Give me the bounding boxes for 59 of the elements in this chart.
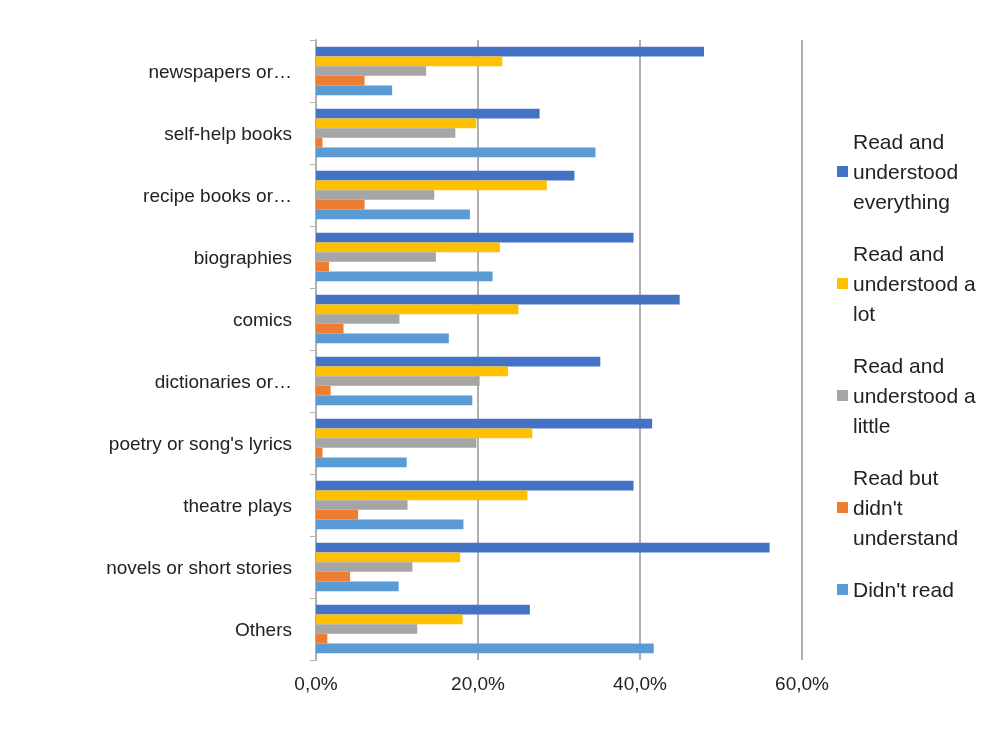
legend-label: Read and understood a lot (853, 242, 982, 325)
bar (316, 614, 463, 625)
bar (316, 46, 704, 57)
bar (316, 118, 477, 129)
bar (316, 209, 470, 220)
bar (316, 232, 634, 243)
y-tick-label: poetry or song's lyrics (108, 432, 292, 454)
x-tick-label: 20,0% (451, 673, 506, 694)
bar (316, 261, 329, 272)
legend-label: Read and understood everything (853, 130, 964, 213)
y-tick-label: newspapers or… (148, 60, 292, 82)
bar (316, 571, 351, 582)
y-tick-label: Others (234, 618, 292, 640)
bar (316, 242, 500, 253)
bar (316, 333, 449, 344)
bar (316, 170, 575, 181)
bar (316, 108, 540, 119)
bar (316, 366, 508, 377)
x-tick-label: 40,0% (613, 673, 668, 694)
bar (316, 304, 519, 315)
bar (316, 519, 464, 530)
bar (316, 294, 680, 305)
bar (316, 385, 331, 396)
bar (316, 418, 653, 429)
legend-label: Didn't read (853, 578, 954, 601)
x-tick-label: 60,0% (775, 673, 830, 694)
bar (316, 428, 533, 439)
y-tick-label: comics (232, 308, 292, 330)
y-tick-label: recipe books or… (143, 184, 292, 206)
bar (316, 75, 365, 86)
bar (316, 56, 503, 67)
bar (316, 395, 473, 406)
bar (316, 323, 344, 334)
bar (316, 457, 407, 468)
bar (316, 633, 328, 644)
bar (316, 552, 461, 563)
bar (316, 643, 654, 654)
bar (316, 147, 596, 158)
bar (316, 490, 528, 501)
bar (316, 199, 365, 210)
bar (316, 137, 323, 148)
y-tick-label: biographies (193, 246, 292, 268)
bar (316, 509, 359, 520)
y-tick-label: self-help books (164, 122, 292, 144)
bar (316, 271, 493, 282)
bar (316, 356, 601, 367)
bar (316, 542, 770, 553)
bar (316, 85, 393, 96)
bar (316, 180, 547, 191)
bar (316, 447, 323, 458)
y-tick-label: theatre plays (183, 494, 292, 516)
y-tick-label: novels or short stories (106, 556, 292, 578)
x-tick-label: 0,0% (294, 673, 338, 694)
y-tick-label: dictionaries or… (154, 370, 292, 392)
bar (316, 604, 530, 615)
bar (316, 480, 634, 491)
legend-label: Read but didn't understand (853, 466, 959, 549)
legend-label: Read and understood a little (853, 354, 982, 437)
bar (316, 581, 399, 592)
